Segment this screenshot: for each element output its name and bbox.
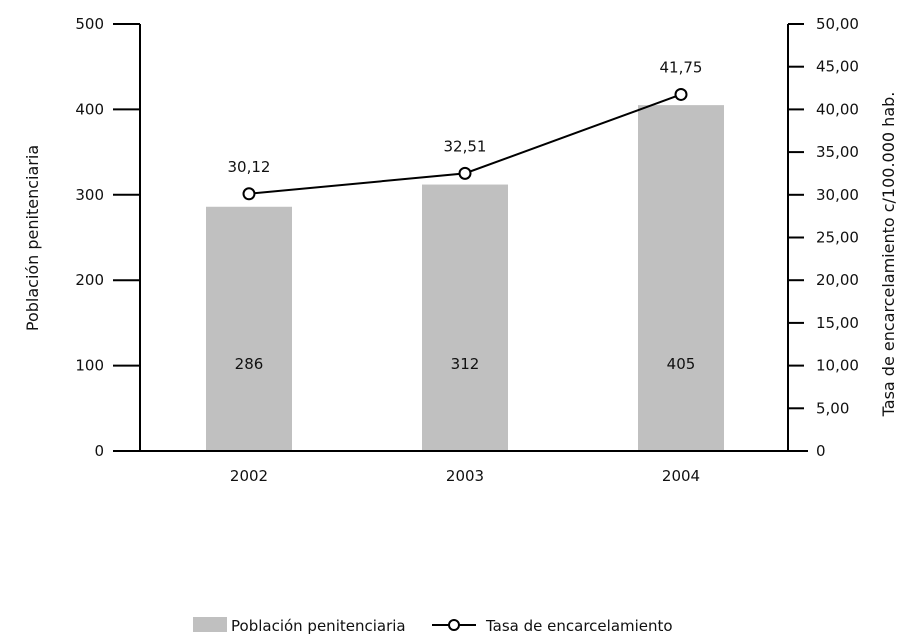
legend-bar-label: Población penitenciaria bbox=[231, 617, 406, 635]
right-tick-label-25,00: 25,00 bbox=[816, 229, 859, 247]
right-tick-label-35,00: 35,00 bbox=[816, 143, 859, 161]
rate-point-2003 bbox=[458, 166, 472, 180]
bar-2004 bbox=[638, 105, 724, 451]
legend-bar-swatch bbox=[193, 617, 227, 632]
right-axis-title: Tasa de encarcelamiento c/100.000 hab. bbox=[879, 92, 898, 418]
bar-value-label-2004: 405 bbox=[667, 355, 696, 373]
bar-value-label-2002: 286 bbox=[235, 355, 264, 373]
left-tick-label-500: 500 bbox=[75, 15, 104, 33]
x-tick-label-2002: 2002 bbox=[230, 467, 268, 485]
legend-line-marker bbox=[448, 619, 460, 631]
rate-value-label-2003: 32,51 bbox=[444, 137, 487, 155]
right-tick-label-0: 0 bbox=[816, 442, 826, 460]
right-tick-label-40,00: 40,00 bbox=[816, 100, 859, 118]
rate-value-label-2004: 41,75 bbox=[660, 58, 703, 76]
bar-2003 bbox=[422, 184, 508, 451]
left-tick-label-0: 0 bbox=[94, 442, 104, 460]
right-tick-label-30,00: 30,00 bbox=[816, 186, 859, 204]
left-tick-label-200: 200 bbox=[75, 271, 104, 289]
legend-line-label: Tasa de encarcelamiento bbox=[485, 617, 673, 635]
right-tick-label-5,00: 5,00 bbox=[816, 399, 849, 417]
right-tick-label-15,00: 15,00 bbox=[816, 314, 859, 332]
rate-point-2002 bbox=[242, 187, 256, 201]
x-tick-label-2003: 2003 bbox=[446, 467, 484, 485]
left-tick-label-400: 400 bbox=[75, 100, 104, 118]
left-axis-title: Población penitenciaria bbox=[23, 145, 42, 331]
rate-point-2004 bbox=[674, 87, 688, 101]
x-tick-label-2004: 2004 bbox=[662, 467, 700, 485]
left-tick-label-300: 300 bbox=[75, 186, 104, 204]
right-tick-label-20,00: 20,00 bbox=[816, 271, 859, 289]
right-tick-label-45,00: 45,00 bbox=[816, 58, 859, 76]
right-tick-label-10,00: 10,00 bbox=[816, 357, 859, 375]
bar-2002 bbox=[206, 206, 292, 451]
bar-value-label-2003: 312 bbox=[451, 355, 480, 373]
left-tick-label-100: 100 bbox=[75, 357, 104, 375]
right-tick-label-50,00: 50,00 bbox=[816, 15, 859, 33]
rate-value-label-2002: 30,12 bbox=[228, 158, 271, 176]
